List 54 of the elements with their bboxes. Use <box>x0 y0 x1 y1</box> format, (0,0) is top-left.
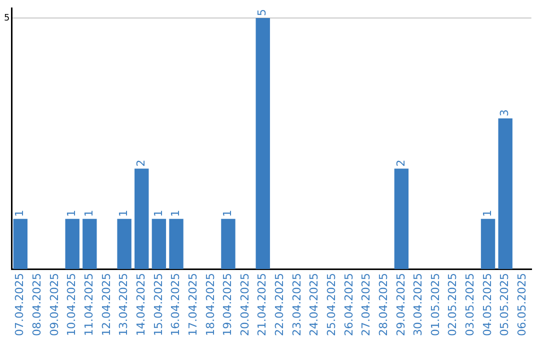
x-tick-label: 28.04.2025 <box>376 273 390 336</box>
x-tick-label: 08.04.2025 <box>30 273 44 336</box>
data-label: 5 <box>256 9 269 16</box>
x-tick-label: 13.04.2025 <box>117 273 130 336</box>
data-label: 1 <box>82 210 96 217</box>
x-tick-label: 05.05.2025 <box>498 273 512 336</box>
bar <box>256 18 270 270</box>
bar <box>65 218 80 270</box>
bar <box>394 168 409 270</box>
x-tick-label: 22.04.2025 <box>273 273 286 336</box>
x-tick-label: 09.04.2025 <box>48 273 61 336</box>
x-tick-label: 20.04.2025 <box>238 273 252 336</box>
bar <box>13 218 28 270</box>
x-tick-label: 07.04.2025 <box>13 273 26 336</box>
data-label: 1 <box>65 210 78 217</box>
x-tick-label: 27.04.2025 <box>360 273 373 336</box>
x-tick-label: 17.04.2025 <box>186 273 200 336</box>
x-tick-label: 02.05.2025 <box>446 273 460 336</box>
data-label: 1 <box>480 210 494 217</box>
x-tick-label: 21.04.2025 <box>256 273 269 336</box>
x-tick-label: 10.04.2025 <box>65 273 78 336</box>
data-label: 1 <box>169 210 182 217</box>
bar <box>498 118 512 270</box>
x-tick-label: 19.04.2025 <box>221 273 234 336</box>
x-tick-label: 23.04.2025 <box>290 273 304 336</box>
x-tick-label: 25.04.2025 <box>325 273 338 336</box>
bar <box>134 168 149 270</box>
x-tick-label: 11.04.2025 <box>82 273 96 336</box>
x-tick-label: 04.05.2025 <box>480 273 494 336</box>
bar <box>480 218 496 270</box>
x-tick-label: 06.05.2025 <box>516 273 529 336</box>
x-tick-label: 18.04.2025 <box>204 273 217 336</box>
bar <box>152 218 166 270</box>
x-tick-label: 14.04.2025 <box>134 273 148 336</box>
data-label: 3 <box>498 109 512 116</box>
bar <box>117 218 132 270</box>
x-tick-label: 26.04.2025 <box>342 273 356 336</box>
data-label: 1 <box>117 210 130 217</box>
x-tick-label: 29.04.2025 <box>394 273 408 336</box>
data-label: 1 <box>13 210 26 217</box>
x-tick-label: 03.05.2025 <box>464 273 477 336</box>
x-tick-label: 12.04.2025 <box>100 273 113 336</box>
x-tick-label: 24.04.2025 <box>308 273 321 336</box>
x-tick-label: 15.04.2025 <box>152 273 165 336</box>
data-label: 2 <box>134 160 148 167</box>
x-tick-label: 30.04.2025 <box>412 273 425 336</box>
bar <box>169 218 184 270</box>
x-tick-label: 01.05.2025 <box>428 273 442 336</box>
data-label: 2 <box>394 160 408 167</box>
bar <box>82 218 97 270</box>
data-label: 1 <box>221 210 234 217</box>
x-tick-label: 16.04.2025 <box>169 273 182 336</box>
data-label: 1 <box>152 210 165 217</box>
bar <box>221 218 236 270</box>
